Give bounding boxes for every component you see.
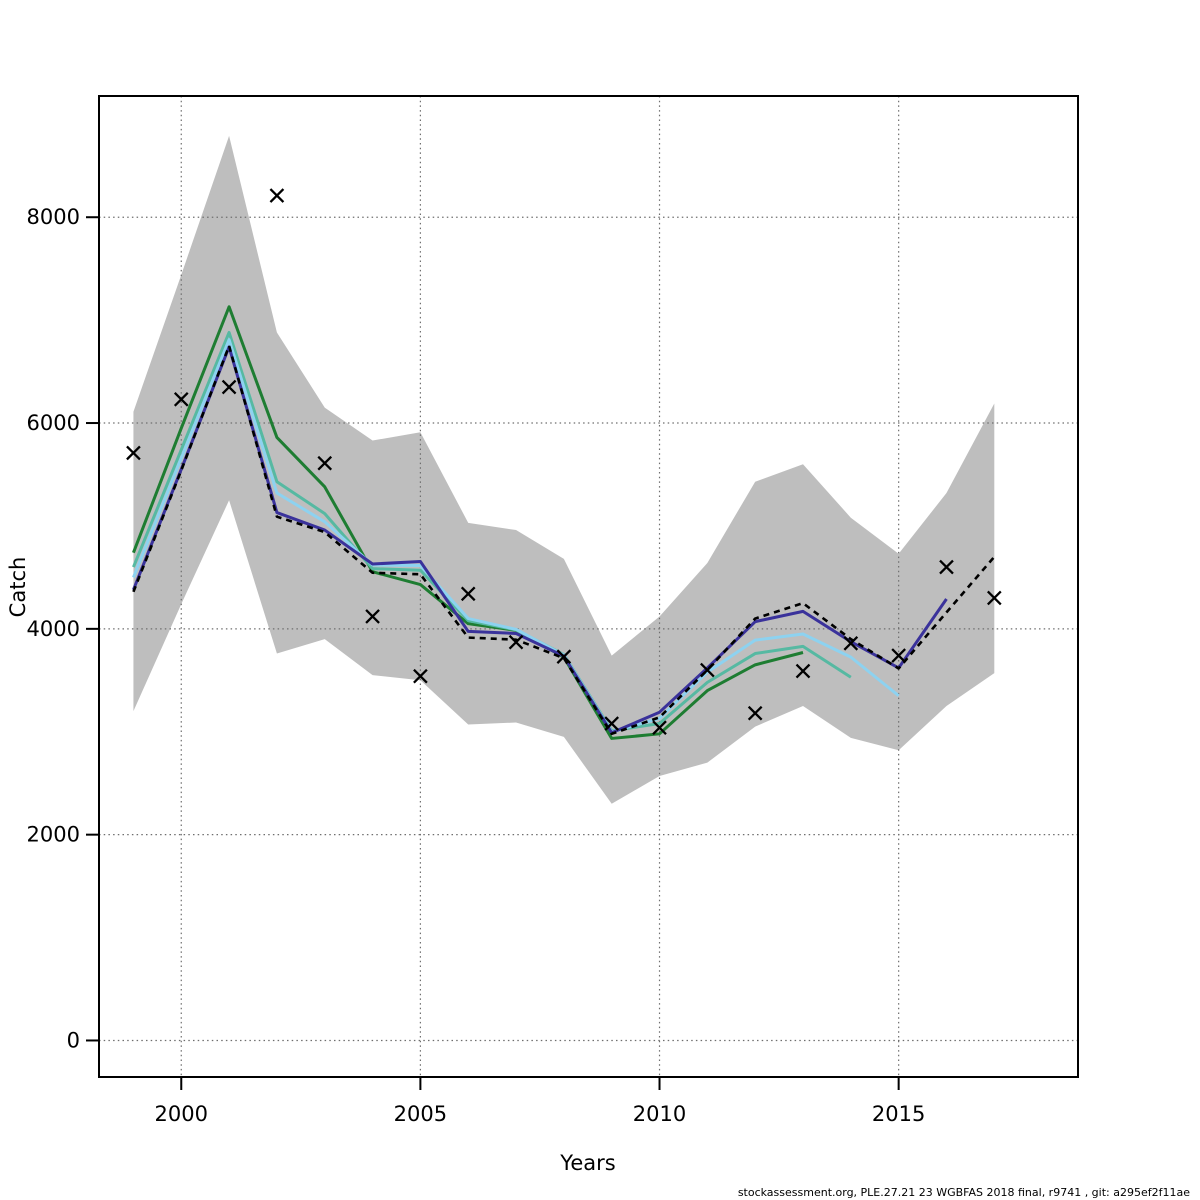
y-tick-label-6000: 6000	[27, 411, 80, 435]
footer-credit: stockassessment.org, PLE.27.21 23 WGBFAS…	[738, 1186, 1190, 1199]
y-tick-label-8000: 8000	[27, 205, 80, 229]
observed-catch-marker-2010	[652, 720, 667, 735]
observed-catch-marker-2011	[700, 662, 715, 678]
observed-catch-marker-2004	[365, 609, 380, 624]
observed-catch-marker-1999	[126, 445, 141, 461]
observed-catch-marker-2000	[173, 392, 189, 407]
y-tick-label-0: 0	[67, 1028, 80, 1052]
observed-catch-marker-2007	[508, 634, 524, 650]
retro-run-ending-2015-line	[132, 338, 900, 734]
gridlines-layer	[99, 96, 1078, 1077]
confidence-band-layer	[133, 135, 995, 804]
observed-catch-marker-2009	[604, 716, 620, 731]
y-axis-title: Catch	[6, 557, 30, 618]
x-axis-title: Years	[559, 1151, 615, 1175]
observed-catch-marker-2014	[843, 635, 859, 651]
observed-catch-marker-2006	[460, 586, 476, 602]
observed-catch-marker-2016	[939, 559, 954, 575]
observed-catch-markers-layer	[126, 188, 1002, 735]
y-axis-tick-labels: 0 2000 4000 6000 8000	[27, 205, 80, 1052]
observed-catch-marker-2012	[747, 705, 763, 721]
observed-catch-marker-2001	[221, 379, 237, 395]
y-tick-label-2000: 2000	[27, 823, 80, 847]
final-run-2018-assessment-line	[132, 344, 996, 736]
x-tick-label-2005: 2005	[394, 1102, 447, 1126]
observed-catch-marker-2003	[317, 455, 333, 471]
x-tick-label-2015: 2015	[872, 1102, 925, 1126]
observed-catch-marker-2008	[556, 649, 572, 664]
retro-run-ending-2013-line	[132, 305, 804, 740]
retro-lines-layer	[132, 305, 996, 740]
observed-catch-marker-2015	[891, 648, 906, 663]
observed-catch-marker-2002	[269, 188, 285, 203]
axis-ticks-layer	[86, 216, 900, 1090]
y-tick-label-4000: 4000	[27, 617, 80, 641]
x-tick-label-2000: 2000	[155, 1102, 208, 1126]
observed-catch-marker-2017	[986, 590, 1002, 606]
observed-catch-marker-2005	[413, 668, 428, 684]
plot-frame	[98, 95, 1079, 1078]
observed-catch-marker-2013	[795, 663, 811, 679]
confidence-band	[133, 135, 995, 804]
x-axis-tick-labels: 2000 2005 2010 2015	[155, 1102, 926, 1126]
x-tick-label-2010: 2010	[633, 1102, 686, 1126]
